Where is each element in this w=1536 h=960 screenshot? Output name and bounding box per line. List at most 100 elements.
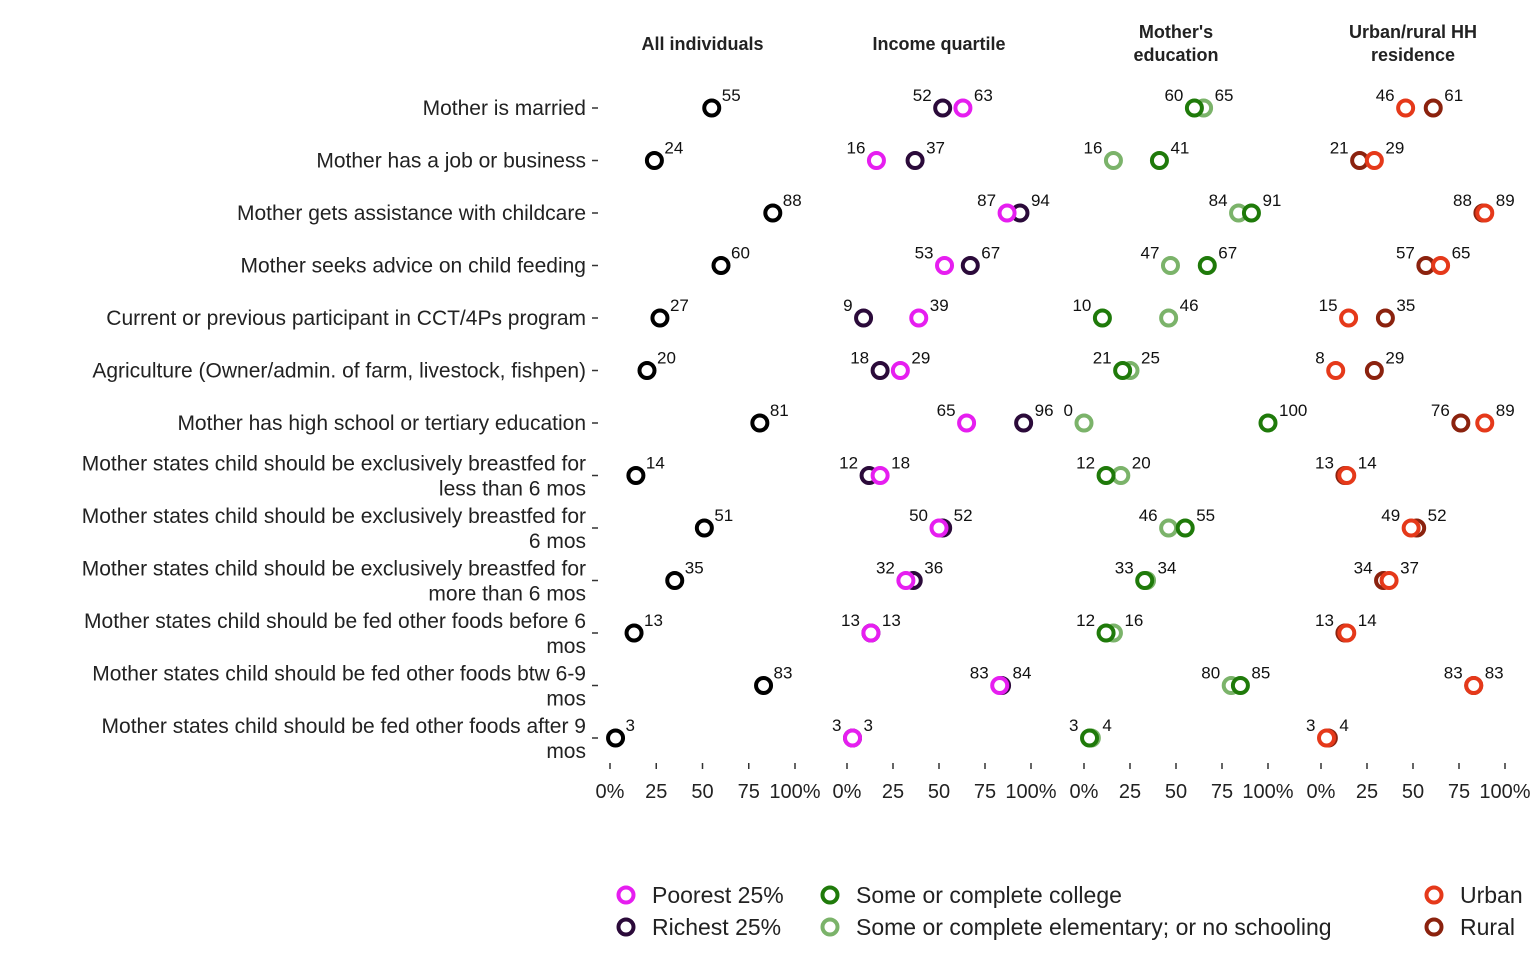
point-rural [1364,361,1384,380]
data-label: 49 [1381,506,1400,525]
x-tick-label: 0% [1070,781,1099,803]
data-label: 13 [882,611,901,630]
data-label: 15 [1319,296,1338,315]
point-all [702,98,722,118]
data-label: 20 [1132,454,1151,473]
point-elementary [1160,256,1180,275]
data-label: 3 [1069,716,1078,735]
data-label: 4 [1102,716,1111,735]
point-urban [1401,518,1421,538]
data-label: 55 [722,86,741,105]
facet-title: Mother's [1139,22,1213,42]
data-label: 18 [850,349,869,368]
data-label: 60 [731,244,750,263]
row-label: Mother is married [423,97,586,120]
row-label: Mother states child should be exclusivel… [82,558,586,581]
x-tick-label: 75 [1448,781,1470,803]
point-all [750,413,770,433]
point-poorest [861,623,881,643]
data-label: 16 [1084,139,1103,158]
x-tick-label: 50 [1402,781,1424,803]
point-elementary [1074,413,1094,433]
data-label: 25 [1141,349,1160,368]
data-label: 100 [1279,401,1307,420]
data-label: 3 [1306,716,1315,735]
data-label: 91 [1262,191,1281,210]
data-label: 83 [1485,664,1504,683]
data-label: 27 [670,296,689,315]
data-label: 94 [1031,191,1050,210]
row-label: Agriculture (Owner/admin. of farm, lives… [92,360,586,383]
x-tick-label: 75 [974,781,996,803]
data-label: 13 [1315,611,1334,630]
data-label: 13 [841,611,860,630]
data-label: 14 [1358,611,1377,630]
data-label: 60 [1164,86,1183,105]
row-label: mos [546,688,586,711]
data-label: 50 [909,506,928,525]
point-richest [854,308,874,328]
legend-label-richest: Richest 25% [652,914,781,940]
legend-key-college [820,885,840,905]
data-label: 8 [1315,349,1324,368]
point-poorest [843,728,863,748]
data-label: 41 [1170,139,1189,158]
x-tick-label: 0% [1307,781,1336,803]
data-label: 46 [1180,296,1199,315]
data-label: 57 [1396,244,1415,263]
data-label: 39 [930,296,949,315]
data-label: 67 [1218,244,1237,263]
point-college [1135,571,1155,590]
point-urban [1475,203,1495,223]
point-urban [1326,361,1346,380]
data-label: 18 [891,454,910,473]
row-label: Mother states child should be exclusivel… [82,505,586,528]
data-label: 13 [644,611,663,630]
row-label: Mother states child should be fed other … [92,663,586,686]
data-label: 29 [1385,139,1404,158]
x-tick-label: 50 [1165,781,1187,803]
point-all [694,518,714,538]
x-tick-label: 75 [1211,781,1233,803]
row-label: Mother states child should be exclusivel… [82,453,586,476]
point-college [1149,151,1169,170]
data-label: 36 [924,559,943,578]
point-urban [1337,466,1357,485]
point-all [606,728,626,748]
point-college [1113,361,1133,380]
facet-title: residence [1371,45,1455,65]
data-label: 83 [970,664,989,683]
data-label: 46 [1139,506,1158,525]
data-label: 14 [1358,454,1377,473]
point-college [1175,518,1195,538]
point-college [1096,466,1116,485]
point-urban [1317,728,1337,748]
data-label: 37 [1400,559,1419,578]
point-college [1241,203,1261,223]
data-label: 13 [1315,454,1334,473]
row-label: mos [546,635,586,658]
data-label: 32 [876,559,895,578]
data-label: 12 [1076,611,1095,630]
point-all [763,203,783,223]
x-tick-label: 50 [691,781,713,803]
legend: Poorest 25% Richest 25% Some or complete c… [616,882,1523,940]
data-label: 52 [913,86,932,105]
data-label: 35 [685,559,704,578]
data-label: 12 [839,454,858,473]
point-poorest [909,308,929,328]
point-poorest [890,361,910,380]
point-urban [1339,308,1359,328]
point-all [711,256,731,275]
data-label: 67 [981,244,1000,263]
point-urban [1379,571,1399,590]
data-label: 33 [1115,559,1134,578]
point-urban [1431,256,1451,275]
data-label: 65 [1215,86,1234,105]
legend-key-urban [1424,885,1444,905]
legend-key-poorest [616,885,636,905]
x-tick-label: 25 [882,781,904,803]
x-tick-label: 0% [833,781,862,803]
